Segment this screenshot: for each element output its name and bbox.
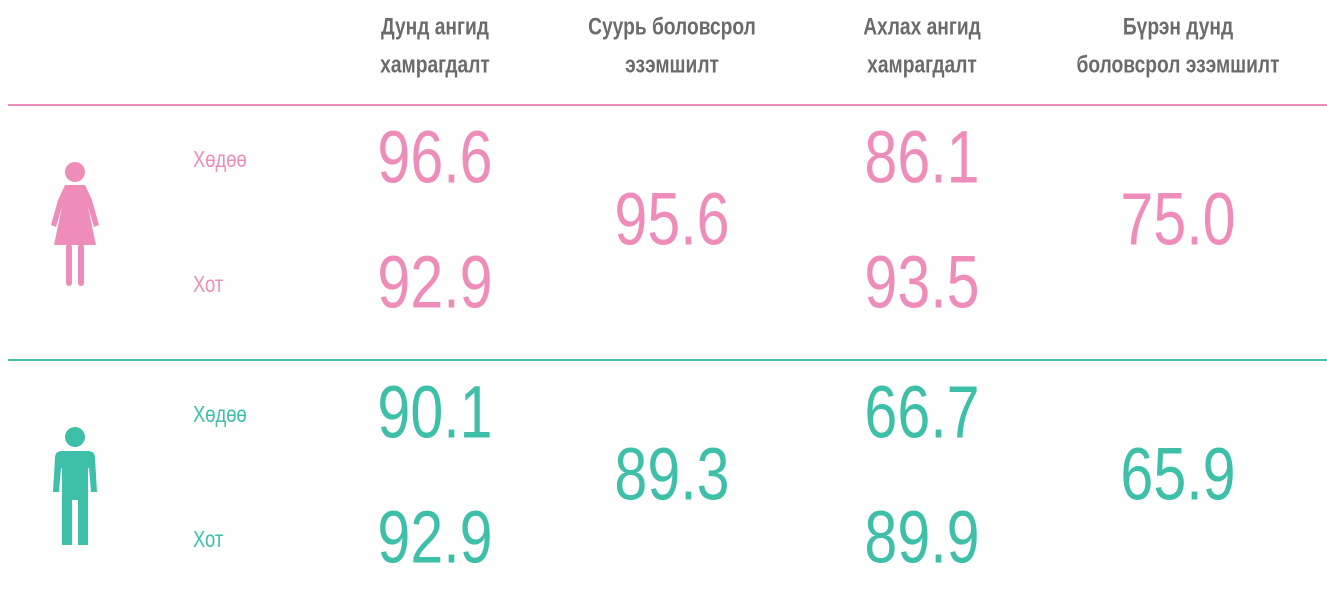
value: 92.9 bbox=[377, 496, 492, 579]
value: 96.6 bbox=[377, 116, 492, 199]
column-header: хамрагдалт bbox=[867, 50, 977, 78]
row-label: Хот bbox=[193, 527, 224, 552]
row-label: Хөдөө bbox=[193, 147, 247, 172]
value: 66.7 bbox=[864, 371, 979, 454]
value: 86.1 bbox=[864, 116, 979, 199]
value: 75.0 bbox=[1120, 178, 1235, 261]
value: 89.3 bbox=[614, 433, 729, 516]
row-label: Хөдөө bbox=[193, 402, 247, 427]
value: 95.6 bbox=[614, 178, 729, 261]
column-header: Ахлах ангид bbox=[863, 12, 981, 40]
value: 93.5 bbox=[864, 241, 979, 324]
column-header: Суурь боловсрол bbox=[588, 12, 756, 40]
column-header: боловсрол эзэмшилт bbox=[1076, 50, 1279, 78]
column-header: хамрагдалт bbox=[380, 50, 490, 78]
column-header: эзэмшилт bbox=[625, 50, 719, 78]
male-icon bbox=[53, 427, 97, 545]
column-header: Дунд ангид bbox=[381, 12, 489, 40]
value: 89.9 bbox=[864, 496, 979, 579]
female-icon bbox=[51, 162, 99, 286]
value: 65.9 bbox=[1120, 433, 1235, 516]
value: 92.9 bbox=[377, 241, 492, 324]
column-header: Бүрэн дунд bbox=[1123, 12, 1233, 40]
row-label: Хот bbox=[193, 272, 224, 297]
value: 90.1 bbox=[377, 371, 492, 454]
